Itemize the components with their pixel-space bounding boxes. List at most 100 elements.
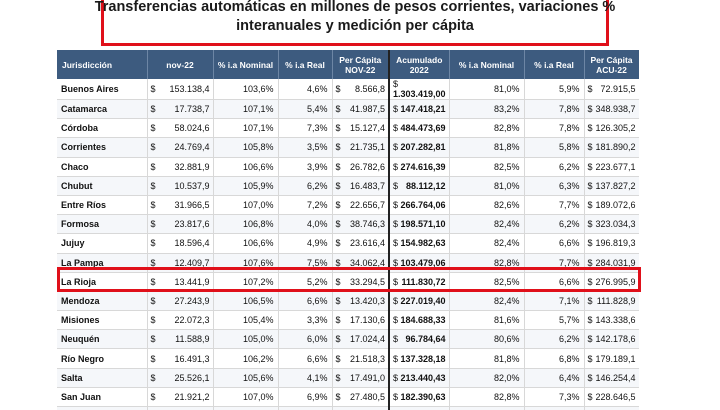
- currency-symbol: $: [335, 391, 341, 402]
- cell-value: 484.473,69: [400, 123, 446, 134]
- table-row: Entre Ríos $31.966,5 107,0% 7,2% $22.656,7 $2…: [57, 195, 639, 216]
- cell-value: 22.656,7: [349, 200, 385, 211]
- cell-value: 189.072,6: [595, 200, 636, 211]
- cell-ia-nominal: 106,8%: [213, 214, 279, 235]
- cell-value: 198.571,10: [400, 219, 446, 230]
- column-header-acumulado: Acumulado 2022: [389, 50, 450, 79]
- currency-symbol: $: [587, 161, 593, 172]
- cell-acu-ia-real: 7,1%: [524, 406, 585, 410]
- cell-ia-real: 6,0%: [278, 329, 333, 350]
- cell-nov-22: $12.409,7: [147, 253, 214, 273]
- page-title-line-1: Transferencias automáticas en millones d…: [94, 0, 616, 15]
- cell-ia-real: 4,1%: [278, 368, 333, 388]
- cell-per-capita-acu: $142.178,6: [584, 329, 639, 350]
- currency-symbol: $: [393, 161, 399, 172]
- currency-symbol: $: [335, 353, 341, 364]
- currency-symbol: $: [335, 161, 341, 172]
- currency-symbol: $: [335, 334, 341, 345]
- cell-ia-nominal: 105,6%: [213, 368, 279, 388]
- currency-symbol: $: [587, 372, 593, 383]
- cell-per-capita-acu: $348.938,7: [584, 99, 639, 120]
- cell-nov-22: $10.537,9: [147, 176, 214, 196]
- cell-value: 17.130,6: [349, 315, 385, 326]
- cell-value: 21.921,2: [174, 391, 210, 402]
- cell-nov-22: $23.817,6: [147, 214, 214, 235]
- cell-value: 31.966,5: [174, 200, 210, 211]
- cell-value: 348.938,7: [595, 104, 636, 115]
- cell-value: 72.915,5: [600, 84, 636, 94]
- cell-nov-22: $11.588,9: [147, 329, 214, 350]
- currency-symbol: $: [393, 142, 399, 153]
- cell-nov-22: $14.717,5: [147, 406, 214, 410]
- cell-acu-ia-real: 6,4%: [524, 368, 585, 388]
- cell-acu-ia-nominal: 82,6%: [449, 195, 525, 216]
- cell-acu-ia-nominal: 82,4%: [449, 233, 525, 254]
- cell-acu-ia-nominal: 82,4%: [449, 214, 525, 235]
- table-header-row: Jurisdicción nov-22 % i.a Nominal % i.a …: [57, 50, 639, 79]
- currency-symbol: $: [393, 334, 399, 345]
- cell-per-capita-acu: $146.254,4: [584, 368, 639, 388]
- cell-nov-22: $25.526,1: [147, 368, 214, 388]
- table-row: Formosa $23.817,6 106,8% 4,0% $38.746,3 $198.…: [57, 214, 639, 235]
- currency-symbol: $: [393, 257, 399, 268]
- currency-symbol: $: [150, 84, 156, 94]
- cell-ia-real: 6,2%: [278, 176, 333, 196]
- cell-ia-real: 6,7%: [278, 406, 333, 410]
- cell-nov-22: $22.072,3: [147, 310, 214, 331]
- cell-value: 18.596,4: [174, 238, 210, 249]
- currency-symbol: $: [335, 84, 341, 94]
- cell-value: 223.677,1: [595, 161, 636, 172]
- cell-acu-ia-nominal: 82,4%: [449, 291, 525, 312]
- currency-symbol: $: [150, 353, 156, 364]
- cell-value: 24.769,4: [174, 142, 210, 153]
- cell-per-capita-nov: $34.062,4: [332, 253, 390, 273]
- cell-ia-real: 4,9%: [278, 233, 333, 254]
- table-header: Jurisdicción nov-22 % i.a Nominal % i.a …: [57, 50, 639, 79]
- table-row: San Luis$14.717,5106,9%6,7%$28.357,0$122…: [57, 406, 639, 410]
- currency-symbol: $: [335, 295, 341, 306]
- cell-acumulado: $137.328,18: [389, 348, 450, 369]
- table-row: La Rioja $13.441,9 107,2% 5,2% $33.294,5 $111…: [57, 272, 639, 292]
- currency-symbol: $: [393, 295, 399, 306]
- table-row: Chubut $10.537,9 105,9% 6,2% $16.483,7 $88.11…: [57, 176, 639, 196]
- cell-value: 284.031,9: [595, 257, 636, 268]
- cell-acumulado: $182.390,63: [389, 387, 450, 408]
- currency-symbol: $: [150, 142, 156, 153]
- currency-symbol: $: [587, 238, 593, 249]
- currency-symbol: $: [393, 180, 399, 191]
- transfers-table-container: Jurisdicción nov-22 % i.a Nominal % i.a …: [57, 50, 639, 410]
- currency-symbol: $: [150, 238, 156, 249]
- currency-symbol: $: [335, 104, 341, 115]
- cell-value: 154.982,63: [400, 238, 446, 249]
- currency-symbol: $: [335, 372, 341, 383]
- cell-ia-nominal: 105,0%: [213, 329, 279, 350]
- table-row: San Juan $21.921,2 107,0% 6,9% $27.480,5 $182…: [57, 387, 639, 408]
- cell-value: 25.526,1: [174, 372, 210, 383]
- cell-per-capita-nov: $17.024,4: [332, 329, 390, 350]
- cell-acu-ia-nominal: 81,0%: [449, 176, 525, 196]
- cell-value: 16.483,7: [349, 180, 385, 191]
- cell-acumulado: $103.479,06: [389, 253, 450, 273]
- table-row: Córdoba $58.024,6 107,1% 7,3% $15.127,4 $484.…: [57, 118, 639, 139]
- cell-per-capita-nov: $15.127,4: [332, 118, 390, 139]
- cell-acu-ia-real: 7,8%: [524, 118, 585, 139]
- currency-symbol: $: [393, 315, 399, 326]
- cell-jurisdiccion: Río Negro: [57, 348, 148, 369]
- currency-symbol: $: [393, 391, 399, 402]
- cell-acu-ia-nominal: 81,8%: [449, 137, 525, 158]
- currency-symbol: $: [587, 257, 593, 268]
- cell-per-capita-acu: $72.915,5: [584, 79, 639, 100]
- currency-symbol: $: [150, 315, 156, 326]
- cell-acu-ia-real: 7,3%: [524, 387, 585, 408]
- currency-symbol: $: [150, 161, 156, 172]
- cell-per-capita-acu: $196.819,3: [584, 233, 639, 254]
- cell-ia-nominal: 106,5%: [213, 291, 279, 312]
- table-row: Río Negro $16.491,3 106,2% 6,6% $21.518,3 $13…: [57, 348, 639, 369]
- cell-acumulado: $88.112,12: [389, 176, 450, 196]
- cell-value: 142.178,6: [595, 334, 636, 345]
- cell-acu-ia-nominal: 82,8%: [449, 118, 525, 139]
- currency-symbol: $: [335, 238, 341, 249]
- cell-acu-ia-real: 6,6%: [524, 233, 585, 254]
- cell-ia-real: 3,5%: [278, 137, 333, 158]
- currency-symbol: $: [150, 180, 156, 191]
